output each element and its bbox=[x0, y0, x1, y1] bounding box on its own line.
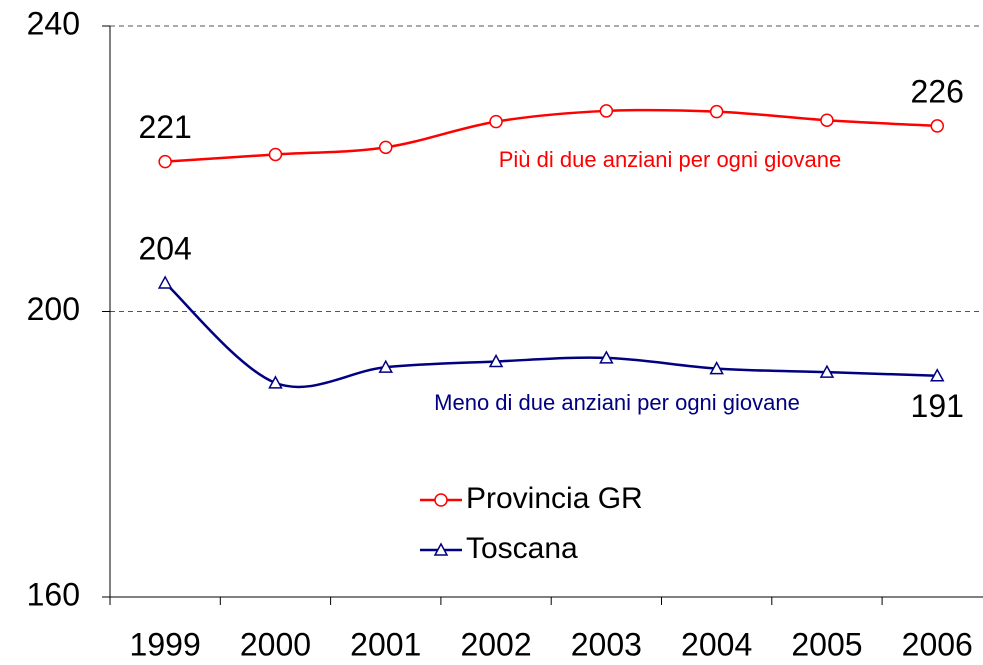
x-tick-label: 2004 bbox=[681, 626, 752, 662]
x-tick-label: 2000 bbox=[240, 626, 311, 662]
x-tick-label: 1999 bbox=[130, 626, 201, 662]
marker bbox=[930, 119, 944, 133]
y-tick-label: 240 bbox=[27, 5, 80, 41]
annotation: Meno di due anziani per ogni giovane bbox=[434, 390, 800, 415]
marker bbox=[434, 493, 448, 507]
x-tick-label: 2001 bbox=[350, 626, 421, 662]
marker bbox=[599, 104, 614, 118]
data-label: 191 bbox=[911, 388, 964, 424]
marker bbox=[157, 275, 173, 289]
marker bbox=[709, 104, 724, 119]
series-line bbox=[164, 282, 938, 389]
x-tick-label: 2005 bbox=[791, 626, 862, 662]
marker bbox=[268, 375, 283, 389]
x-tick-label: 2003 bbox=[571, 626, 642, 662]
y-tick-label: 160 bbox=[27, 576, 80, 612]
legend-label: Toscana bbox=[466, 532, 578, 565]
annotation: Più di due anziani per ogni giovane bbox=[499, 147, 841, 172]
marker bbox=[820, 113, 834, 127]
marker bbox=[378, 359, 394, 373]
marker bbox=[599, 350, 614, 364]
marker bbox=[433, 542, 449, 556]
legend-label: Provincia GR bbox=[466, 482, 643, 515]
data-label: 221 bbox=[138, 109, 191, 145]
marker bbox=[489, 114, 503, 129]
marker bbox=[488, 353, 504, 368]
data-label: 204 bbox=[138, 230, 191, 266]
marker bbox=[709, 361, 724, 375]
y-tick-label: 200 bbox=[27, 291, 80, 327]
marker bbox=[819, 364, 835, 378]
x-tick-label: 2002 bbox=[460, 626, 531, 662]
marker bbox=[379, 140, 393, 155]
marker bbox=[158, 154, 172, 169]
marker bbox=[929, 368, 945, 382]
marker bbox=[268, 147, 283, 162]
series-line bbox=[165, 108, 938, 163]
x-tick-label: 2006 bbox=[902, 626, 973, 662]
data-label: 226 bbox=[911, 73, 964, 109]
